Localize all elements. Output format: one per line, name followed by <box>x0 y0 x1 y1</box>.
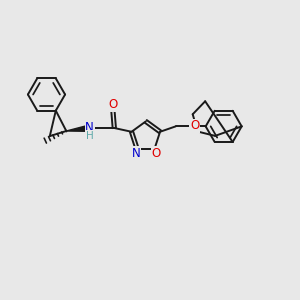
Text: N: N <box>131 147 140 160</box>
Text: H: H <box>86 131 94 141</box>
Polygon shape <box>66 126 86 131</box>
Text: O: O <box>152 146 161 160</box>
Text: N: N <box>85 121 94 134</box>
Text: O: O <box>108 98 117 111</box>
Text: O: O <box>190 119 199 132</box>
